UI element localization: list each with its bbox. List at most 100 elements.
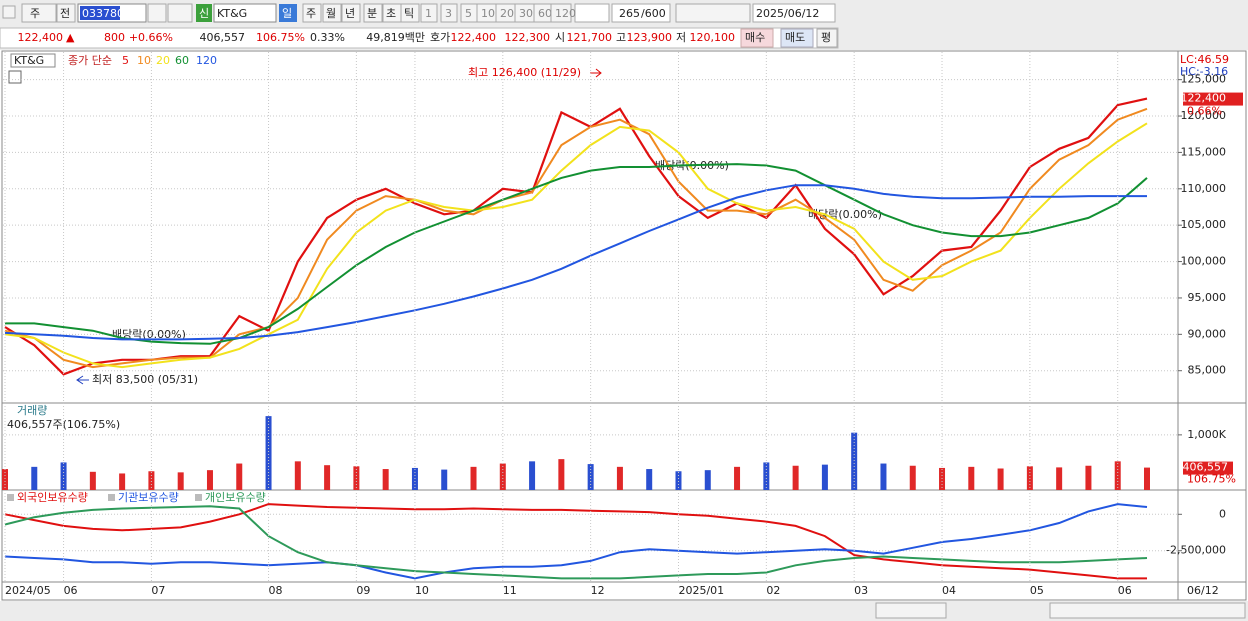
volume-bar bbox=[763, 462, 770, 490]
volume-bar bbox=[616, 466, 623, 490]
current-volume-ratio: 106.75% bbox=[1187, 473, 1236, 486]
legend-marker bbox=[108, 494, 115, 501]
x-tick-label: 06 bbox=[1118, 584, 1132, 597]
period-text: 분 bbox=[367, 7, 377, 20]
change-pct: +0.66% bbox=[129, 31, 173, 44]
period-button[interactable] bbox=[400, 3, 420, 23]
series-line bbox=[4, 503, 1147, 580]
buy-text: 매수 bbox=[745, 31, 765, 44]
legend-entry: 120 bbox=[196, 54, 217, 67]
legend-entry: 20 bbox=[156, 54, 170, 67]
interval-button[interactable] bbox=[550, 3, 572, 23]
zoom-buttons[interactable] bbox=[1049, 602, 1246, 619]
volume-bar bbox=[294, 461, 301, 490]
prev-button[interactable] bbox=[56, 3, 76, 23]
volume-bar bbox=[382, 469, 389, 490]
y-tick-label: 110,000 bbox=[1181, 182, 1227, 195]
volume-bar bbox=[470, 466, 477, 490]
volume-bar bbox=[821, 464, 828, 490]
series-line bbox=[5, 163, 1148, 345]
bid: 122,300 bbox=[505, 31, 551, 44]
period-text: 초 bbox=[386, 7, 396, 20]
period-button[interactable] bbox=[302, 3, 322, 23]
interval-text: 20 bbox=[500, 7, 514, 20]
volume-bar bbox=[792, 465, 799, 490]
legend-marker bbox=[7, 494, 14, 501]
period-text: 일 bbox=[282, 6, 292, 20]
symbol: KT&G bbox=[14, 54, 44, 67]
volume-bar bbox=[851, 432, 858, 490]
volume-bar bbox=[675, 471, 682, 490]
empty-select[interactable] bbox=[574, 3, 610, 23]
open-label: 시 bbox=[555, 31, 565, 44]
date-box[interactable] bbox=[752, 3, 836, 23]
dividend-annotation: 배당락(0.00%) bbox=[112, 328, 186, 341]
y-tick-label: 120,000 bbox=[1181, 109, 1227, 122]
period-button[interactable] bbox=[363, 3, 383, 23]
nav-buttons[interactable] bbox=[875, 602, 947, 619]
interval-text: 120 bbox=[555, 7, 576, 20]
volume-bar bbox=[704, 470, 711, 490]
new-tag-text: 신 bbox=[199, 7, 209, 20]
legend-marker bbox=[195, 494, 202, 501]
turnover: 0.33% bbox=[310, 31, 345, 44]
count-box[interactable] bbox=[611, 3, 671, 23]
search-button[interactable] bbox=[147, 3, 167, 23]
x-tick-label: 02 bbox=[766, 584, 780, 597]
interval-button[interactable] bbox=[440, 3, 458, 23]
legend-entry: 5 bbox=[122, 54, 129, 67]
current-change-label: 0.66% bbox=[1187, 105, 1222, 118]
x-tick-label: 04 bbox=[942, 584, 956, 597]
y-tick-label: 90,000 bbox=[1188, 327, 1227, 340]
volume-bar bbox=[265, 416, 272, 490]
name-text: KT&G bbox=[217, 7, 247, 20]
volume-bar bbox=[997, 468, 1004, 490]
volume-bar bbox=[236, 463, 243, 490]
tool-icons[interactable] bbox=[675, 3, 751, 23]
y-tick-label: 100,000 bbox=[1181, 255, 1227, 268]
prev-text: 전 bbox=[60, 7, 70, 20]
period-active[interactable] bbox=[279, 4, 297, 22]
legend-entry: 60 bbox=[175, 54, 189, 67]
series-line bbox=[4, 184, 1147, 341]
volume-bar bbox=[119, 473, 126, 490]
volume-bar bbox=[529, 461, 536, 490]
sound-button[interactable] bbox=[167, 3, 193, 23]
low: 120,100 bbox=[690, 31, 736, 44]
change: 800 bbox=[104, 31, 125, 44]
volume-bar bbox=[1056, 467, 1063, 490]
x-tick-label: 06 bbox=[64, 584, 78, 597]
y-tick-label: 95,000 bbox=[1188, 291, 1227, 304]
sell-text: 매도 bbox=[785, 31, 805, 44]
volume-bar bbox=[148, 471, 155, 490]
sell-button[interactable] bbox=[780, 28, 814, 48]
icon[interactable] bbox=[2, 5, 16, 19]
name-box[interactable] bbox=[213, 3, 277, 23]
current-price-label: 122,400 bbox=[1181, 92, 1227, 105]
volume-bar bbox=[1085, 465, 1092, 490]
buy-button[interactable] bbox=[740, 28, 774, 48]
volume-bar bbox=[324, 465, 331, 490]
x-tick-label: 07 bbox=[151, 584, 165, 597]
x-tick-label: 11 bbox=[503, 584, 517, 597]
avg-button[interactable] bbox=[816, 28, 838, 48]
period-select[interactable] bbox=[21, 3, 57, 23]
interval-button[interactable] bbox=[420, 3, 438, 23]
x-tick-label: 2025/01 bbox=[678, 584, 724, 597]
new-tag-bg bbox=[196, 4, 212, 22]
volume-bar bbox=[31, 466, 38, 490]
legend-label: 종가 단순 bbox=[68, 54, 112, 67]
period-button[interactable] bbox=[322, 3, 342, 23]
period-text: 주 bbox=[306, 7, 316, 20]
x-tick-label: 09 bbox=[356, 584, 370, 597]
volume-bar bbox=[89, 471, 96, 490]
period-button[interactable] bbox=[341, 3, 361, 23]
avg-text: 평 bbox=[821, 31, 831, 44]
table-icon[interactable] bbox=[8, 70, 22, 84]
hc-label: HC:-3.16 bbox=[1180, 65, 1228, 78]
series-line bbox=[4, 122, 1148, 369]
interval-text: 5 bbox=[465, 7, 472, 20]
code-highlight bbox=[80, 6, 120, 20]
volume-bar bbox=[177, 472, 184, 490]
price: 122,400 bbox=[18, 31, 64, 44]
